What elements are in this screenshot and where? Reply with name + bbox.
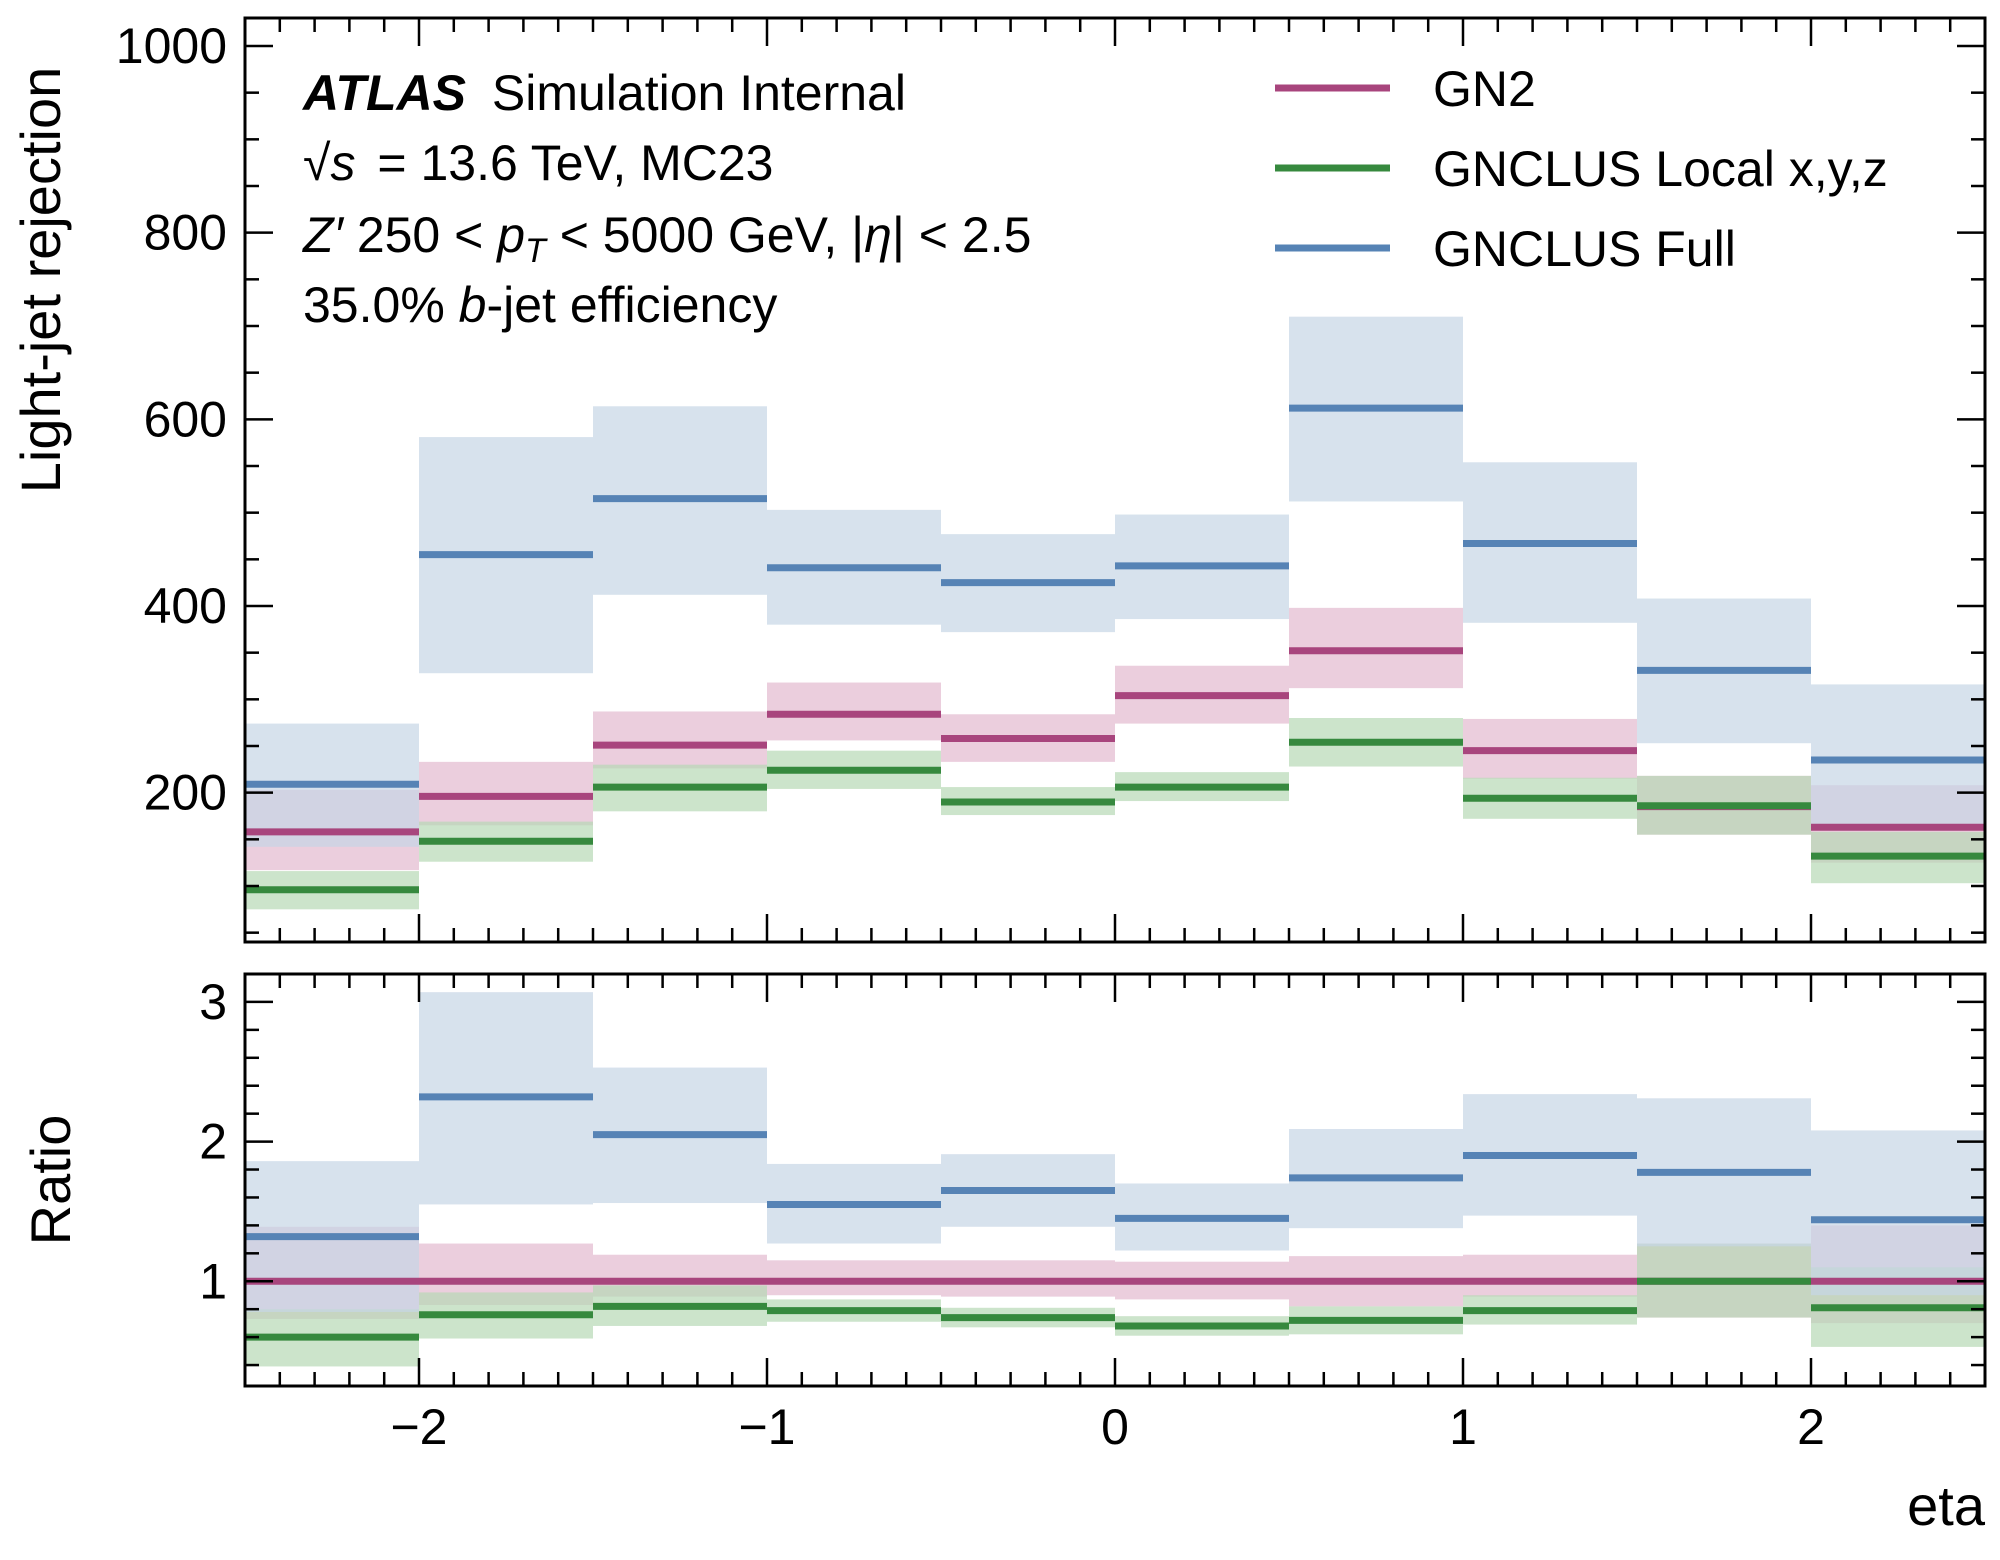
main-y-tick-label: 400 bbox=[144, 578, 227, 634]
selection-p: p bbox=[495, 207, 525, 263]
atlas-label: ATLAS Simulation Internal bbox=[301, 65, 906, 121]
x-tick-label: 2 bbox=[1797, 1399, 1825, 1455]
ratio-band-gn2-bin-7 bbox=[1463, 1254, 1637, 1297]
atlas-wordmark: ATLAS bbox=[301, 65, 466, 121]
ratio-y-tick-label: 2 bbox=[199, 1114, 227, 1170]
selection-eta: η bbox=[864, 207, 892, 263]
legend: GN2 GNCLUS Local x,y,z GNCLUS Full bbox=[1275, 61, 1888, 277]
axis-ticks bbox=[243, 18, 1987, 1386]
sqrt-symbol: √ bbox=[303, 135, 331, 191]
selection-label: Z′ 250 < pT < 5000 GeV, |η| < 2.5 bbox=[302, 207, 1031, 270]
axis-tick-labels: −2 −1 0 1 2 200 400 600 800 1000 1 2 3 bbox=[116, 18, 1825, 1455]
selection-range2: < 5000 GeV, | bbox=[546, 207, 864, 263]
main-y-axis-label: Light-jet rejection bbox=[9, 67, 72, 493]
legend-label-gnclus-local-x-y-z: GNCLUS Local x,y,z bbox=[1433, 141, 1888, 197]
main-plot-frame bbox=[243, 16, 1987, 944]
energy-value: = 13.6 TeV, MC23 bbox=[377, 135, 773, 191]
selection-t: T bbox=[525, 232, 548, 270]
selection-end: | < 2.5 bbox=[892, 207, 1031, 263]
ratio-y-tick-label: 1 bbox=[199, 1253, 227, 1309]
ratio-uncertainty-bands bbox=[245, 992, 1985, 1367]
legend-label-gnclus-full: GNCLUS Full bbox=[1433, 221, 1736, 277]
simulation-internal-label: Simulation Internal bbox=[492, 65, 906, 121]
x-tick-label: 1 bbox=[1449, 1399, 1477, 1455]
ratio-plot-frame bbox=[243, 972, 1987, 1388]
x-tick-label: −1 bbox=[738, 1399, 795, 1455]
main-y-tick-label: 200 bbox=[144, 765, 227, 821]
legend-label-gn2: GN2 bbox=[1433, 61, 1536, 117]
main-band-gn2-bin-2 bbox=[593, 711, 767, 769]
efficiency-b: b bbox=[459, 277, 487, 333]
main-band-gnclus-full-bin-9 bbox=[1811, 684, 1985, 828]
x-tick-label: −2 bbox=[390, 1399, 447, 1455]
main-series-lines bbox=[245, 404, 1985, 894]
ratio-y-tick-label: 3 bbox=[199, 974, 227, 1030]
energy-label: √s = 13.6 TeV, MC23 bbox=[303, 135, 773, 191]
energy-s: s bbox=[330, 135, 355, 191]
efficiency-value: 35.0% bbox=[303, 277, 459, 333]
selection-range: 250 < bbox=[343, 207, 497, 263]
x-tick-label: 0 bbox=[1101, 1399, 1129, 1455]
x-axis-label: eta bbox=[1907, 1474, 1986, 1537]
main-y-tick-label: 1000 bbox=[116, 18, 227, 74]
efficiency-text: -jet efficiency bbox=[486, 277, 777, 333]
ratio-series-lines bbox=[245, 1093, 1985, 1341]
ratio-y-axis-label: Ratio bbox=[19, 1115, 82, 1246]
main-y-tick-label: 600 bbox=[144, 391, 227, 447]
efficiency-label: 35.0% b-jet efficiency bbox=[303, 277, 777, 333]
main-y-tick-label: 800 bbox=[144, 205, 227, 261]
main-uncertainty-bands bbox=[245, 316, 1985, 910]
selection-z: Z′ bbox=[302, 207, 345, 263]
ratio-band-gnclus-full-bin-9 bbox=[1811, 1130, 1985, 1296]
